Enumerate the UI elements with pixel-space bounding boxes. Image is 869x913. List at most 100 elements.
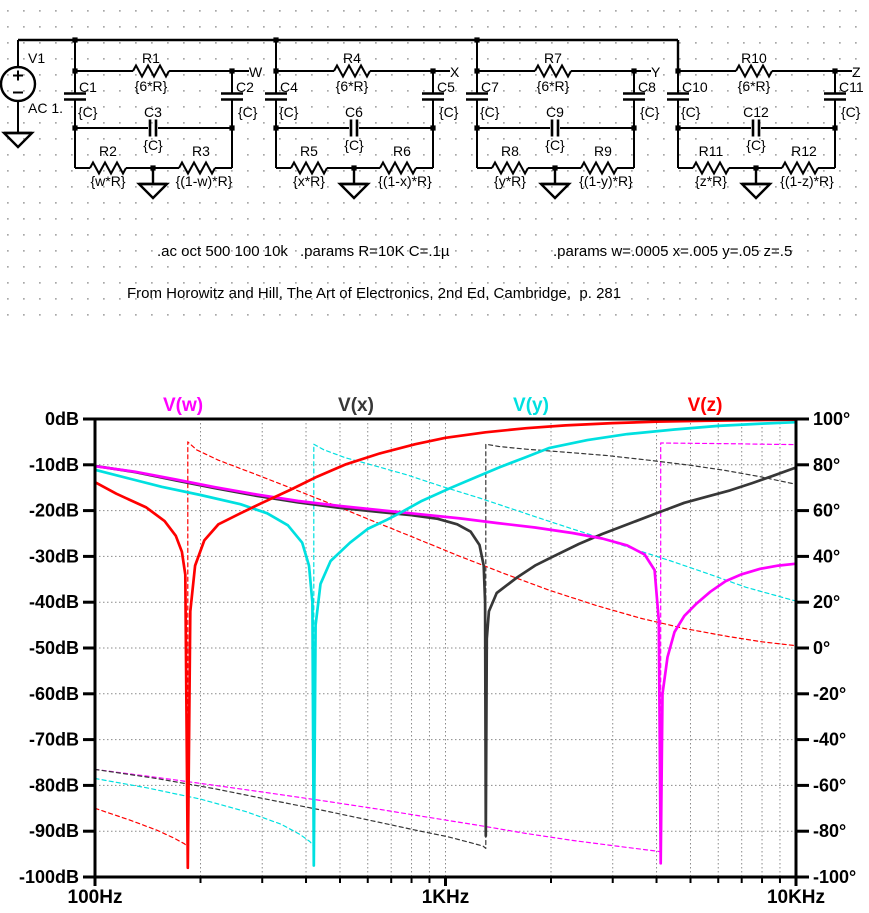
svg-text:C7: C7	[481, 79, 499, 95]
svg-text:{C}: {C}	[439, 104, 459, 120]
legend-trace-vw[interactable]: V(w)	[162, 395, 204, 416]
spice-directive-params-wxyz[interactable]: .params w=.0005 x=.005 y=.05 z=.5	[553, 243, 793, 260]
trace-v-y-[interactable]	[93, 420, 798, 867]
svg-text:{6*R}: {6*R}	[135, 78, 168, 94]
schematic[interactable]: V1 AC 1. R1 {6*R} C1 {C} C2 {C} W C3 {C} R2 {w*R} R3 {…	[0, 37, 864, 200]
svg-text:C10: C10	[682, 79, 708, 95]
svg-text:{C}: {C}	[746, 137, 766, 153]
svg-text:{(1-y)*R}: {(1-y)*R}	[579, 173, 633, 189]
trace-v-z-phase[interactable]	[94, 441, 797, 848]
svg-text:{6*R}: {6*R}	[537, 78, 570, 94]
spice-directive-ac[interactable]: .ac oct 500 100 10k	[157, 243, 288, 260]
svg-text:R5: R5	[300, 143, 318, 159]
legend-trace-vx[interactable]: V(x)	[338, 395, 374, 416]
svg-text:{x*R}: {x*R}	[293, 173, 325, 189]
svg-text:X: X	[450, 64, 460, 80]
svg-text:R7: R7	[544, 50, 562, 66]
svg-text:-80°: -80°	[813, 821, 846, 841]
svg-text:R6: R6	[393, 143, 411, 159]
svg-text:R12: R12	[791, 143, 817, 159]
svg-text:{6*R}: {6*R}	[336, 78, 369, 94]
svg-text:20°: 20°	[813, 592, 840, 612]
attribution-text: From Horowitz and Hill, The Art of Elect…	[127, 285, 622, 302]
svg-text:-80dB: -80dB	[29, 775, 79, 795]
svg-text:C4: C4	[280, 79, 298, 95]
svg-text:-40°: -40°	[813, 730, 846, 750]
trace-v-w-phase[interactable]	[94, 442, 797, 853]
svg-text:-50dB: -50dB	[29, 638, 79, 658]
trace-v-w-[interactable]	[93, 464, 798, 865]
svg-text:-100dB: -100dB	[19, 867, 79, 887]
svg-text:C3: C3	[144, 104, 162, 120]
voltage-source-v1[interactable]: V1 AC 1.	[0, 40, 63, 149]
svg-text:AC 1.: AC 1.	[28, 100, 63, 116]
svg-text:V1: V1	[28, 50, 45, 66]
trace-v-x-phase[interactable]	[94, 443, 797, 850]
svg-text:R11: R11	[699, 143, 724, 159]
plot-grid	[95, 419, 796, 877]
svg-text:R1: R1	[142, 50, 160, 66]
svg-text:-100°: -100°	[813, 867, 856, 887]
bode-plot[interactable]: 0dB -10dB -20dB -30dB -40dB -50dB -60dB -70dB -8…	[19, 409, 856, 908]
svg-text:{C}: {C}	[545, 137, 565, 153]
svg-text:60°: 60°	[813, 501, 840, 521]
svg-text:-30dB: -30dB	[29, 546, 79, 566]
svg-text:{C}: {C}	[238, 104, 258, 120]
svg-text:{(1-z)*R}: {(1-z)*R}	[780, 173, 834, 189]
svg-text:R10: R10	[741, 50, 767, 66]
svg-text:C1: C1	[79, 79, 97, 95]
svg-text:{(1-w)*R}: {(1-w)*R}	[176, 173, 233, 189]
trace-v-x-[interactable]	[93, 464, 798, 838]
svg-text:-20dB: -20dB	[29, 501, 79, 521]
trace-v-z-[interactable]	[93, 418, 798, 870]
svg-text:{C}: {C}	[480, 104, 500, 120]
svg-text:C5: C5	[437, 79, 455, 95]
legend-trace-vz[interactable]: V(z)	[687, 395, 723, 416]
svg-text:{C}: {C}	[841, 104, 861, 120]
notch-cell-y[interactable]: R7 {6*R} C7 {C} C8 {C} Y C9 {C} R8 {y*R} R9 {(1-y)*R…	[466, 40, 661, 200]
svg-text:R2: R2	[99, 143, 117, 159]
svg-text:-70dB: -70dB	[29, 730, 79, 750]
svg-text:-40dB: -40dB	[29, 592, 79, 612]
svg-text:{C}: {C}	[640, 104, 660, 120]
svg-text:C9: C9	[546, 104, 564, 120]
legend-trace-vy[interactable]: V(y)	[513, 395, 549, 416]
svg-text:C11: C11	[839, 79, 864, 95]
svg-text:C2: C2	[236, 79, 254, 95]
svg-text:R9: R9	[594, 143, 612, 159]
svg-text:{6*R}: {6*R}	[738, 78, 771, 94]
svg-text:{z*R}: {z*R}	[695, 173, 727, 189]
svg-text:R8: R8	[501, 143, 519, 159]
svg-text:-90dB: -90dB	[29, 821, 79, 841]
svg-text:100°: 100°	[813, 409, 850, 429]
notch-cell-w[interactable]: R1 {6*R} C1 {C} C2 {C} W C3 {C} R2 {w*R} R3 {(1-w)*R…	[64, 40, 263, 200]
svg-text:C8: C8	[638, 79, 656, 95]
svg-text:W: W	[249, 64, 263, 80]
trace-v-y-phase[interactable]	[94, 443, 797, 847]
svg-text:1KHz: 1KHz	[422, 887, 470, 908]
svg-text:R4: R4	[343, 50, 361, 66]
notch-cell-x[interactable]: R4 {6*R} C4 {C} C5 {C} X C6 {C} R5 {x*R} R6 {(1-x)*R…	[265, 40, 460, 200]
svg-text:{C}: {C}	[143, 137, 163, 153]
svg-text:-60dB: -60dB	[29, 684, 79, 704]
svg-text:Z: Z	[852, 64, 861, 80]
svg-text:C12: C12	[743, 104, 769, 120]
svg-text:100Hz: 100Hz	[68, 887, 123, 908]
axes: 0dB -10dB -20dB -30dB -40dB -50dB -60dB -70dB -8…	[19, 409, 856, 908]
svg-text:-10dB: -10dB	[29, 455, 79, 475]
svg-text:0°: 0°	[813, 638, 830, 658]
svg-text:{(1-x)*R}: {(1-x)*R}	[378, 173, 432, 189]
svg-text:Y: Y	[651, 64, 661, 80]
svg-text:0dB: 0dB	[45, 409, 79, 429]
svg-text:{y*R}: {y*R}	[494, 173, 526, 189]
svg-text:80°: 80°	[813, 455, 840, 475]
svg-text:-20°: -20°	[813, 684, 846, 704]
notch-cell-z[interactable]: R10 {6*R} C10 {C} C11 {C} Z C12 {C} R11 {z*R} R12 {(…	[667, 40, 864, 200]
svg-text:-60°: -60°	[813, 775, 846, 795]
svg-text:R3: R3	[192, 143, 210, 159]
spice-directive-params-rc[interactable]: .params R=10K C=.1µ	[300, 243, 450, 260]
traces[interactable]	[93, 418, 798, 870]
svg-text:C6: C6	[345, 104, 363, 120]
